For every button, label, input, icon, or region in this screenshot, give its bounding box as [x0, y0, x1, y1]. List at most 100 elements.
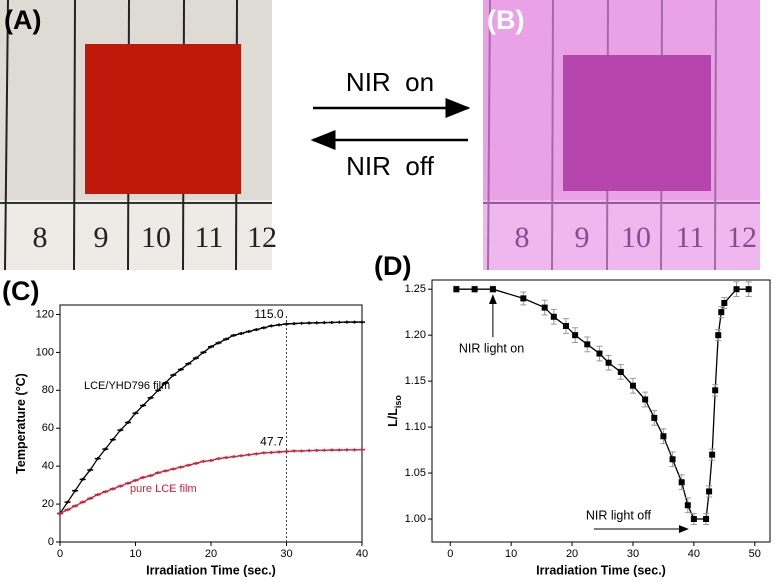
x-tick-label: 40 — [356, 548, 368, 560]
data-point — [617, 368, 624, 375]
data-point — [109, 438, 116, 442]
data-point — [170, 373, 177, 377]
series-label: pure LCE film — [130, 483, 197, 495]
ruler-number: 12 — [727, 221, 757, 254]
data-point — [185, 362, 192, 366]
ruler-number: 11 — [676, 221, 705, 254]
x-tick-label: 30 — [280, 548, 292, 560]
data-point — [268, 451, 275, 455]
data-point — [260, 451, 267, 455]
data-point — [283, 450, 290, 454]
panel-label: (B) — [487, 5, 524, 35]
data-point — [651, 414, 658, 421]
data-point — [185, 463, 192, 467]
data-point — [706, 488, 713, 495]
data-point — [453, 286, 460, 293]
data-point — [124, 481, 131, 485]
data-point — [283, 322, 290, 326]
annotation: NIR light off — [586, 508, 652, 522]
data-point — [64, 508, 71, 512]
ruler-number: 12 — [247, 221, 277, 254]
x-axis-label: Irradiation Time (sec.) — [146, 563, 276, 577]
data-point — [72, 504, 79, 508]
y-tick-label: 100 — [36, 346, 54, 358]
data-point — [712, 387, 719, 394]
data-point — [313, 321, 320, 325]
series-line — [59, 321, 362, 514]
data-point — [336, 448, 343, 452]
data-point — [328, 448, 335, 452]
data-point — [642, 396, 649, 403]
ruler-number: 8 — [33, 221, 48, 254]
y-tick-label: 20 — [42, 498, 54, 510]
data-point — [721, 299, 728, 306]
data-point — [291, 449, 298, 453]
data-point — [155, 471, 162, 475]
data-point — [321, 321, 328, 325]
data-point — [223, 337, 230, 341]
data-point — [94, 457, 101, 461]
panel-label: (A) — [4, 5, 41, 35]
series-label: LCE/YHD796 film — [84, 380, 170, 392]
data-point — [208, 458, 214, 462]
ruler-number: 9 — [575, 221, 590, 254]
data-point — [351, 320, 358, 324]
y-tick-label: 1.10 — [405, 421, 426, 433]
plot-frame — [59, 304, 363, 543]
data-point — [140, 403, 147, 407]
data-point — [79, 477, 86, 481]
data-point — [238, 454, 245, 458]
data-point — [238, 331, 245, 335]
x-tick-label: 10 — [505, 548, 517, 560]
data-point — [605, 359, 612, 366]
ruler-number: 8 — [515, 221, 530, 254]
panel-label: (C) — [2, 276, 39, 306]
data-point — [745, 286, 752, 293]
arrow-label: NIR off — [346, 151, 434, 181]
data-point — [140, 476, 147, 480]
data-point — [230, 455, 237, 459]
x-tick-label: 0 — [447, 548, 453, 560]
data-point — [471, 286, 478, 293]
data-point — [660, 433, 667, 440]
data-point — [520, 295, 527, 302]
data-point — [629, 382, 636, 389]
x-axis-label: Irradiation Time (sec.) — [536, 563, 666, 577]
data-point — [215, 341, 222, 345]
data-point — [72, 489, 79, 493]
y-tick-label: 60 — [42, 422, 54, 434]
data-point — [109, 487, 116, 491]
data-point — [215, 457, 222, 461]
data-point — [690, 516, 697, 523]
ruler-number: 11 — [195, 221, 224, 254]
y-tick-label: 40 — [42, 460, 54, 472]
data-point — [147, 396, 154, 400]
data-point — [306, 321, 313, 325]
data-point — [79, 500, 86, 504]
y-tick-label: 120 — [36, 308, 54, 320]
data-point — [359, 320, 365, 324]
data-point — [260, 326, 267, 330]
data-point — [268, 324, 275, 328]
plot-frame — [431, 279, 771, 543]
data-point — [253, 328, 260, 332]
data-point — [64, 500, 71, 504]
annotation: 47.7 — [260, 435, 284, 449]
data-point — [208, 345, 214, 349]
y-axis-label-text: Temperature (°C) — [14, 373, 28, 474]
x-tick-label: 0 — [57, 548, 63, 560]
x-tick-label: 40 — [688, 548, 700, 560]
ruler-number: 9 — [94, 221, 109, 254]
data-point — [669, 456, 676, 463]
y-tick-label: 1.05 — [405, 467, 426, 479]
data-point — [132, 411, 139, 415]
data-point — [275, 450, 282, 454]
y-tick-label: 1.20 — [405, 329, 426, 341]
data-point — [678, 479, 685, 486]
data-point — [253, 452, 260, 456]
data-point — [117, 428, 124, 432]
x-tick-label: 20 — [566, 548, 578, 560]
x-tick-label: 10 — [129, 548, 141, 560]
data-point — [132, 478, 139, 482]
data-point — [177, 367, 184, 371]
